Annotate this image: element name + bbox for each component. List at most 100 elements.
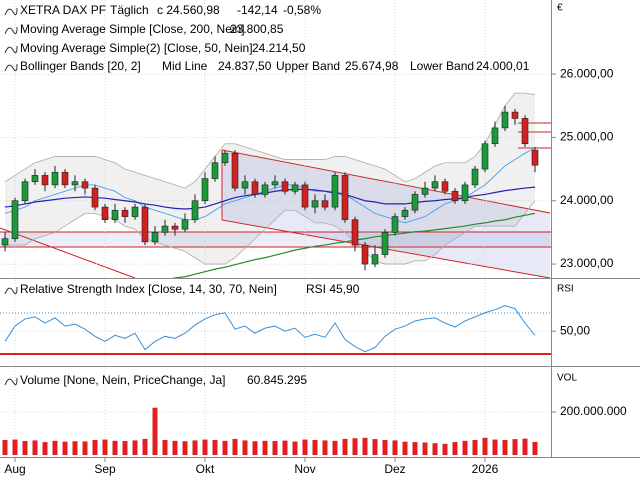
volume-bar — [342, 438, 348, 455]
volume-bar — [172, 440, 178, 455]
volume-bar — [462, 440, 468, 455]
rsi-line — [4, 305, 536, 353]
legend-label: Upper Band — [276, 59, 340, 73]
volume-bar — [162, 439, 168, 455]
volume-bar — [62, 441, 68, 455]
legend-glyph — [4, 286, 18, 295]
volume-bar — [532, 441, 538, 455]
volume-bar — [332, 440, 338, 455]
legend-glyph — [4, 7, 18, 16]
y-tick-label: 26.000,00 — [560, 66, 614, 80]
legend-label: Volume [None, Nein, PriceChange, Ja] — [20, 373, 225, 387]
legend-glyph — [4, 63, 18, 72]
volume-bar — [262, 440, 268, 455]
ma-line — [171, 212, 536, 278]
candle-body — [11, 200, 19, 240]
volume-bar — [52, 440, 58, 455]
candle-body — [271, 181, 279, 186]
volume-bar — [12, 439, 18, 455]
volume-bar — [72, 441, 78, 455]
candle-body — [331, 175, 339, 208]
candle-body — [301, 184, 309, 208]
period: Täglich — [110, 3, 149, 17]
candle-body — [481, 143, 489, 170]
x-tick-label: Nov — [294, 462, 315, 476]
band-line — [4, 92, 536, 189]
volume-bar — [422, 442, 428, 455]
legend-value: 25.674,98 — [345, 59, 399, 73]
volume-bar — [132, 440, 138, 455]
candle-body — [161, 225, 169, 233]
volume-bar — [322, 440, 328, 455]
legend-label: Relative Strength Index [Close, 14, 30, … — [20, 282, 277, 296]
range-shade — [0, 232, 551, 247]
legend-value: 24.837,50 — [218, 59, 272, 73]
volume-bar — [22, 441, 28, 455]
trend-line — [221, 149, 551, 214]
volume-bar — [442, 443, 448, 455]
x-tick-label: 2026 — [472, 462, 499, 476]
volume-bar — [32, 440, 38, 455]
volume-bar — [252, 441, 258, 455]
candle-body — [511, 111, 519, 119]
candle-body — [351, 219, 359, 246]
legend-value: 24.000,01 — [476, 59, 530, 73]
candle-body — [131, 206, 139, 217]
trend-line — [0, 227, 136, 278]
volume-bar — [412, 442, 418, 455]
legend-value: 23.800,85 — [230, 22, 284, 36]
candle-body — [411, 194, 419, 211]
legend-value: RSI 45,90 — [306, 282, 360, 296]
band-line — [5, 200, 536, 265]
volume-bar — [122, 441, 128, 455]
volume-bar — [112, 440, 118, 455]
candle-body — [311, 200, 319, 208]
candle-body — [501, 111, 509, 129]
candle-body — [91, 187, 99, 208]
volume-bar — [282, 440, 288, 455]
candle-body — [71, 181, 79, 186]
volume-bar — [272, 441, 278, 455]
y-tick-label: 200.000.000 — [560, 404, 627, 418]
plot-layer: 23.000,00 24.000,00 25.000,00 26.000,00 50,0… — [0, 0, 627, 476]
change: -142,14 — [237, 3, 278, 17]
candle-body — [151, 232, 159, 243]
y-tick-label: 24.000,00 — [560, 193, 614, 207]
candle-body — [521, 118, 529, 145]
volume-bar — [202, 439, 208, 455]
legend-label: Moving Average Simple(2) [Close, 50, Nei… — [20, 41, 253, 55]
volume-bar — [362, 437, 368, 455]
candle-body — [261, 184, 269, 195]
volume-bar — [452, 442, 458, 455]
volume-bar — [232, 438, 238, 455]
last-price: c 24.560,98 — [157, 3, 220, 17]
candle-body — [361, 244, 369, 265]
legend-label: Mid Line — [162, 59, 208, 73]
volume-bar — [92, 439, 98, 455]
volume-bar — [482, 437, 488, 455]
legend-label: Bollinger Bands [20, 2] — [20, 59, 141, 73]
volume-bar — [42, 442, 48, 455]
candle-body — [381, 232, 389, 255]
y-tick-label: 23.000,00 — [560, 256, 614, 270]
title: XETRA DAX PF — [20, 3, 106, 17]
volume-bar — [182, 441, 188, 455]
candle-body — [191, 200, 199, 221]
y-tick-label: 25.000,00 — [560, 130, 614, 144]
axis-title: VOL — [557, 373, 577, 384]
candle-body — [471, 168, 479, 186]
volume-bar — [152, 407, 158, 455]
volume-bar — [502, 439, 508, 455]
volume-bar — [82, 441, 88, 455]
legend-glyph — [4, 26, 18, 35]
volume-bar — [192, 440, 198, 455]
mid-line — [4, 147, 536, 224]
volume-bar — [492, 439, 498, 455]
volume-bar — [102, 439, 108, 455]
volume-bar — [222, 440, 228, 455]
candle-body — [291, 184, 299, 192]
candle-body — [451, 190, 459, 202]
legend-label: Moving Average Simple [Close, 200, Nein] — [20, 22, 245, 36]
channel-shade — [222, 150, 550, 278]
